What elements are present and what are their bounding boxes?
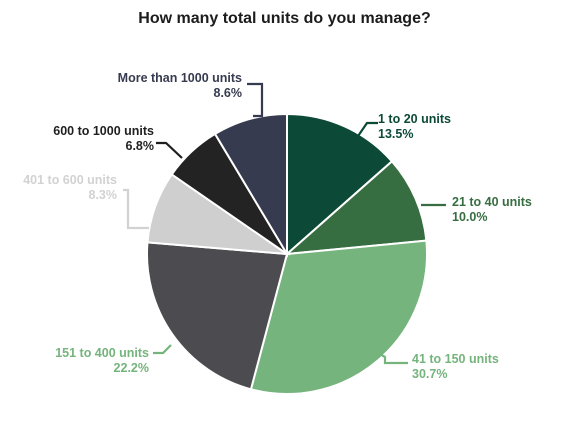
pie-slice-151-to-400-units <box>146 241 289 391</box>
leader-line-1-to-20-units <box>355 121 378 140</box>
leader-lines <box>123 82 446 365</box>
leader-line-401-to-600-units <box>123 188 149 230</box>
label-41-to-150-units: 41 to 150 units 30.7% <box>412 352 499 382</box>
label-more-than-1000-units: More than 1000 units 8.6% <box>118 71 242 101</box>
slice-label: 41 to 150 units <box>412 352 499 366</box>
slice-label: 401 to 600 units <box>23 173 117 187</box>
pie-slice-21-to-40-units <box>284 159 428 256</box>
slice-value: 10.0% <box>452 210 488 224</box>
chart-title: How many total units do you manage? <box>138 10 431 27</box>
label-151-to-400-units: 151 to 400 units 22.2% <box>55 346 149 376</box>
label-21-to-40-units: 21 to 40 units 10.0% <box>452 195 532 225</box>
label-401-to-600-units: 401 to 600 units 8.3% <box>23 173 117 203</box>
leader-line-more-than-1000-units <box>247 82 264 118</box>
slice-value: 13.5% <box>378 127 414 141</box>
slice-value: 22.2% <box>113 361 149 375</box>
label-600-to-1000-units: 600 to 1000 units 6.8% <box>53 124 154 154</box>
pie-slice-1-to-20-units <box>286 112 394 257</box>
slice-label: 1 to 20 units <box>378 112 451 126</box>
leader-line-600-to-1000-units <box>156 141 183 159</box>
slice-label: More than 1000 units <box>117 71 242 85</box>
pie-slice-more-than-1000-units <box>213 112 288 258</box>
slice-value: 6.8% <box>125 139 155 153</box>
slice-value: 8.6% <box>213 86 243 100</box>
slice-value: 30.7% <box>412 367 448 381</box>
slice-value: 8.3% <box>88 188 118 202</box>
pie-slices <box>146 112 428 395</box>
label-1-to-20-units: 1 to 20 units 13.5% <box>378 112 451 142</box>
slice-label: 600 to 1000 units <box>53 124 154 138</box>
slice-label: 151 to 400 units <box>55 346 149 360</box>
leader-line-151-to-400-units <box>153 344 172 355</box>
slice-label: 21 to 40 units <box>452 195 532 209</box>
leader-line-41-to-150-units <box>372 349 408 365</box>
